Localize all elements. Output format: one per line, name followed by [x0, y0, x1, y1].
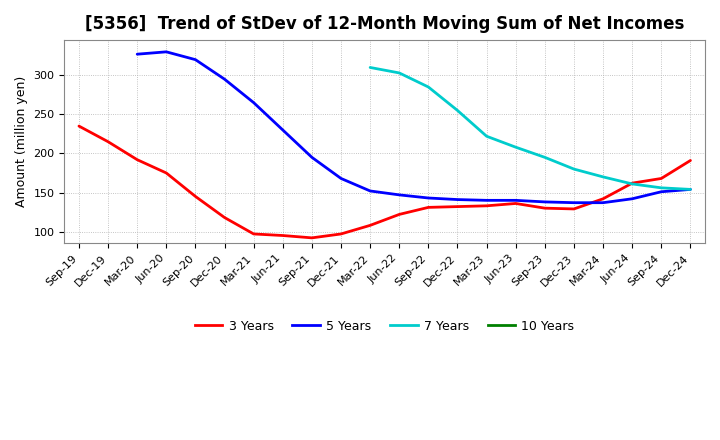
5 Years [191, 57, 199, 62]
5 Years [337, 176, 346, 181]
3 Years [337, 231, 346, 237]
3 Years [395, 212, 404, 217]
5 Years [133, 51, 142, 57]
3 Years [366, 223, 374, 228]
3 Years [453, 204, 462, 209]
5 Years [366, 188, 374, 194]
7 Years [482, 134, 491, 139]
3 Years [133, 157, 142, 162]
5 Years [511, 198, 520, 203]
3 Years [191, 194, 199, 199]
5 Years [541, 199, 549, 205]
Y-axis label: Amount (million yen): Amount (million yen) [15, 76, 28, 207]
5 Years [570, 200, 578, 205]
5 Years [424, 195, 433, 201]
7 Years [395, 70, 404, 76]
5 Years [599, 200, 608, 205]
5 Years [395, 192, 404, 198]
3 Years [541, 205, 549, 211]
3 Years [511, 201, 520, 206]
Title: [5356]  Trend of StDev of 12-Month Moving Sum of Net Incomes: [5356] Trend of StDev of 12-Month Moving… [85, 15, 685, 33]
7 Years [686, 187, 695, 192]
3 Years [686, 158, 695, 163]
7 Years [511, 145, 520, 150]
5 Years [482, 198, 491, 203]
5 Years [453, 197, 462, 202]
5 Years [628, 196, 636, 202]
3 Years [307, 235, 316, 241]
Line: 5 Years: 5 Years [138, 52, 690, 203]
7 Years [424, 84, 433, 90]
3 Years [599, 196, 608, 202]
3 Years [104, 139, 112, 144]
5 Years [307, 155, 316, 160]
7 Years [570, 166, 578, 172]
7 Years [657, 185, 666, 191]
5 Years [686, 187, 695, 192]
3 Years [75, 124, 84, 129]
3 Years [424, 205, 433, 210]
5 Years [220, 77, 229, 82]
5 Years [162, 49, 171, 55]
3 Years [570, 206, 578, 212]
5 Years [657, 189, 666, 194]
3 Years [279, 233, 287, 238]
7 Years [366, 65, 374, 70]
3 Years [482, 203, 491, 209]
Legend: 3 Years, 5 Years, 7 Years, 10 Years: 3 Years, 5 Years, 7 Years, 10 Years [190, 315, 580, 337]
3 Years [249, 231, 258, 237]
7 Years [628, 181, 636, 187]
3 Years [162, 170, 171, 176]
7 Years [541, 155, 549, 160]
Line: 3 Years: 3 Years [79, 126, 690, 238]
7 Years [599, 174, 608, 180]
Line: 7 Years: 7 Years [370, 67, 690, 189]
3 Years [628, 180, 636, 186]
5 Years [249, 100, 258, 105]
5 Years [279, 127, 287, 132]
3 Years [220, 215, 229, 220]
3 Years [657, 176, 666, 181]
7 Years [453, 108, 462, 113]
